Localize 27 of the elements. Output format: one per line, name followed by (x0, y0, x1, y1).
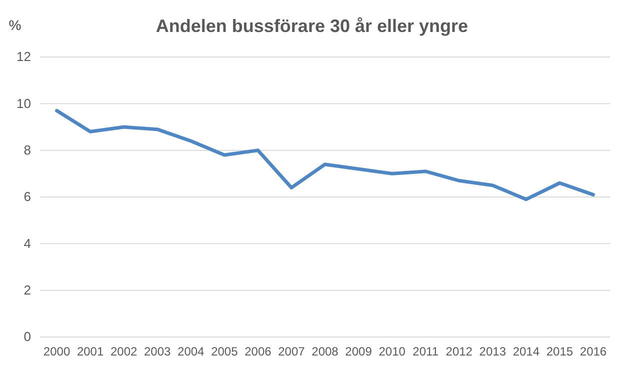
y-tick-label: 4 (24, 236, 31, 251)
x-tick-label: 2000 (43, 344, 70, 359)
x-tick-label: 2007 (278, 344, 306, 359)
x-tick-label: 2005 (211, 344, 238, 359)
x-tick-label: 2015 (546, 344, 574, 359)
line-series (55, 108, 595, 202)
y-tick-label: 2 (24, 282, 31, 298)
y-tick-label: 12 (16, 49, 31, 64)
y-tick-label: 8 (24, 142, 31, 158)
x-tick-label: 2006 (244, 344, 272, 359)
x-tick-label: 2016 (580, 344, 607, 359)
y-axis-title: % (8, 17, 22, 33)
chart-title: Andelen bussförare 30 år eller yngre (156, 16, 468, 36)
x-tick-label: 2003 (144, 344, 172, 359)
y-tick-label: 10 (16, 96, 31, 111)
x-tick-label: 2013 (479, 344, 506, 359)
y-tick-label: 6 (24, 189, 31, 204)
y-tick-label: 0 (24, 329, 31, 344)
x-tick-label: 2014 (512, 344, 540, 359)
x-tick-label: 2009 (345, 344, 372, 359)
x-tick-label: 2012 (446, 344, 473, 359)
x-tick-label: 2004 (178, 344, 205, 359)
x-tick-label: 2011 (412, 344, 439, 359)
x-tick-label: 2008 (312, 344, 339, 359)
x-tick-label: 2002 (110, 344, 138, 359)
x-tick-label: 2001 (76, 344, 104, 359)
x-tick-label: 2010 (378, 344, 406, 359)
